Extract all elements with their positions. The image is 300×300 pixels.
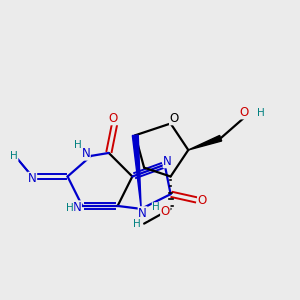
Text: H: H: [74, 140, 82, 150]
Text: H: H: [133, 219, 141, 229]
Text: H: H: [256, 108, 264, 118]
Text: O: O: [169, 112, 179, 125]
Text: N: N: [138, 207, 147, 220]
Polygon shape: [132, 135, 141, 209]
Text: O: O: [161, 205, 170, 218]
Text: H: H: [152, 202, 160, 212]
Text: O: O: [198, 194, 207, 207]
Text: O: O: [240, 106, 249, 119]
Text: N: N: [163, 155, 172, 168]
Text: N: N: [81, 147, 90, 160]
Text: N: N: [28, 172, 37, 185]
Text: H: H: [10, 152, 18, 161]
Text: O: O: [109, 112, 118, 125]
Text: N: N: [73, 201, 81, 214]
Text: H: H: [66, 203, 74, 213]
Polygon shape: [188, 136, 222, 150]
